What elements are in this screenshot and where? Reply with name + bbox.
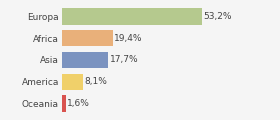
Text: 19,4%: 19,4% [115, 34, 143, 43]
Bar [62, 9, 202, 25]
Bar [62, 52, 108, 68]
Text: 8,1%: 8,1% [85, 77, 108, 86]
Text: 17,7%: 17,7% [110, 55, 139, 64]
Bar [62, 95, 66, 111]
Bar [62, 74, 83, 90]
Bar [62, 30, 113, 46]
Text: 1,6%: 1,6% [67, 99, 90, 108]
Text: 53,2%: 53,2% [204, 12, 232, 21]
